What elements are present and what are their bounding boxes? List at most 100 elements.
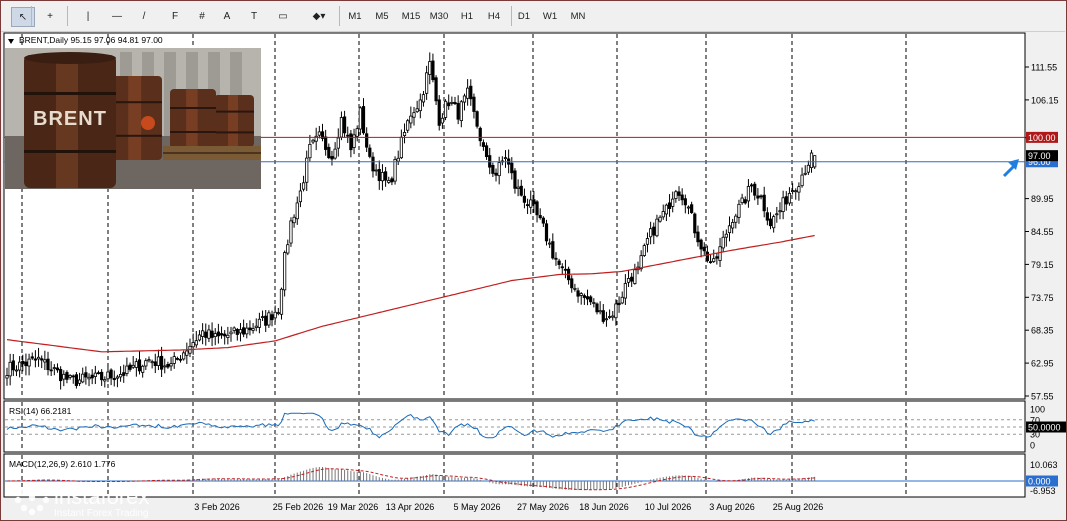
candle[interactable] bbox=[409, 115, 413, 124]
candle[interactable] bbox=[292, 216, 296, 224]
candle[interactable] bbox=[598, 310, 602, 313]
candle[interactable] bbox=[65, 372, 69, 380]
candle[interactable] bbox=[71, 375, 75, 378]
macd-pane[interactable] bbox=[3, 453, 1026, 498]
candle[interactable] bbox=[377, 169, 381, 181]
candle[interactable] bbox=[617, 302, 621, 306]
candle[interactable] bbox=[156, 356, 161, 366]
candle[interactable] bbox=[484, 145, 489, 158]
candle[interactable] bbox=[727, 225, 732, 234]
candle[interactable] bbox=[43, 359, 47, 363]
crosshair-icon[interactable]: + bbox=[47, 10, 53, 22]
candle[interactable] bbox=[658, 216, 662, 222]
candle[interactable] bbox=[330, 156, 334, 160]
candle[interactable] bbox=[592, 302, 596, 304]
candle[interactable] bbox=[74, 374, 79, 386]
candle[interactable] bbox=[93, 372, 97, 377]
candle[interactable] bbox=[182, 352, 186, 360]
candle[interactable] bbox=[279, 288, 284, 315]
candle[interactable] bbox=[178, 358, 183, 361]
candle[interactable] bbox=[81, 373, 85, 383]
candle[interactable] bbox=[169, 363, 173, 367]
candle[interactable] bbox=[21, 360, 25, 365]
candle[interactable] bbox=[226, 334, 230, 338]
candle[interactable] bbox=[245, 327, 249, 335]
candle[interactable] bbox=[699, 239, 703, 250]
candle[interactable] bbox=[14, 369, 19, 372]
grid-tool-icon[interactable]: # bbox=[199, 10, 205, 22]
candle[interactable] bbox=[633, 269, 637, 284]
candle[interactable] bbox=[365, 133, 369, 148]
candle[interactable] bbox=[289, 220, 293, 244]
horizontal-line-icon[interactable]: — bbox=[112, 10, 122, 22]
candle[interactable] bbox=[690, 204, 694, 214]
candle[interactable] bbox=[219, 333, 224, 336]
shapes-menu-icon[interactable]: ◆▾ bbox=[312, 10, 326, 22]
candle[interactable] bbox=[522, 195, 527, 203]
candle[interactable] bbox=[283, 252, 287, 291]
candle[interactable] bbox=[551, 241, 555, 259]
candle[interactable] bbox=[172, 356, 176, 364]
timeframe-w1[interactable]: W1 bbox=[542, 10, 558, 22]
candle[interactable] bbox=[529, 199, 533, 208]
trendline-icon[interactable]: / bbox=[142, 10, 146, 22]
candle[interactable] bbox=[582, 295, 586, 298]
candle[interactable] bbox=[497, 162, 501, 177]
candle[interactable] bbox=[731, 222, 735, 229]
candle[interactable] bbox=[557, 260, 561, 265]
candle[interactable] bbox=[349, 133, 353, 151]
candle[interactable] bbox=[115, 376, 120, 379]
candle[interactable] bbox=[671, 198, 675, 207]
candle[interactable] bbox=[418, 99, 422, 112]
candle[interactable] bbox=[447, 102, 451, 107]
candle[interactable] bbox=[352, 134, 356, 148]
candle[interactable] bbox=[806, 164, 810, 173]
candle[interactable] bbox=[216, 331, 220, 337]
candle[interactable] bbox=[317, 131, 321, 136]
candle[interactable] bbox=[803, 172, 807, 175]
candle[interactable] bbox=[478, 127, 482, 142]
candle[interactable] bbox=[649, 228, 653, 238]
candle[interactable] bbox=[494, 172, 498, 176]
candle[interactable] bbox=[112, 378, 116, 381]
candle[interactable] bbox=[510, 162, 514, 174]
timeframe-m1[interactable]: M1 bbox=[348, 10, 362, 22]
candle[interactable] bbox=[232, 327, 236, 331]
candle[interactable] bbox=[459, 101, 463, 122]
timeframe-m15[interactable]: M15 bbox=[401, 10, 421, 22]
candle[interactable] bbox=[361, 106, 366, 134]
candle[interactable] bbox=[194, 340, 198, 346]
candle[interactable] bbox=[645, 238, 650, 245]
candle[interactable] bbox=[336, 137, 340, 149]
candle[interactable] bbox=[402, 132, 407, 136]
candle[interactable] bbox=[260, 316, 265, 319]
candle[interactable] bbox=[503, 157, 508, 160]
candle[interactable] bbox=[383, 171, 388, 181]
candle[interactable] bbox=[24, 361, 28, 367]
candle[interactable] bbox=[576, 290, 580, 297]
candle[interactable] bbox=[525, 204, 530, 207]
candle[interactable] bbox=[680, 194, 684, 201]
candle[interactable] bbox=[393, 159, 397, 182]
candle[interactable] bbox=[734, 215, 738, 223]
candle[interactable] bbox=[301, 182, 306, 190]
candle[interactable] bbox=[434, 77, 438, 102]
candle[interactable] bbox=[144, 360, 148, 367]
candle[interactable] bbox=[191, 342, 195, 348]
candle[interactable] bbox=[159, 355, 164, 370]
candle[interactable] bbox=[87, 376, 91, 380]
candle[interactable] bbox=[715, 256, 719, 259]
candle[interactable] bbox=[585, 296, 590, 300]
candle[interactable] bbox=[150, 361, 154, 364]
candle[interactable] bbox=[683, 198, 687, 206]
candle[interactable] bbox=[339, 117, 344, 138]
candle[interactable] bbox=[450, 101, 454, 104]
candle[interactable] bbox=[62, 373, 66, 380]
candle[interactable] bbox=[295, 202, 299, 220]
candle[interactable] bbox=[276, 312, 280, 315]
candle[interactable] bbox=[472, 96, 476, 112]
cursor-icon[interactable]: ↖ bbox=[11, 7, 35, 27]
candle[interactable] bbox=[314, 135, 318, 142]
candle[interactable] bbox=[686, 206, 691, 209]
